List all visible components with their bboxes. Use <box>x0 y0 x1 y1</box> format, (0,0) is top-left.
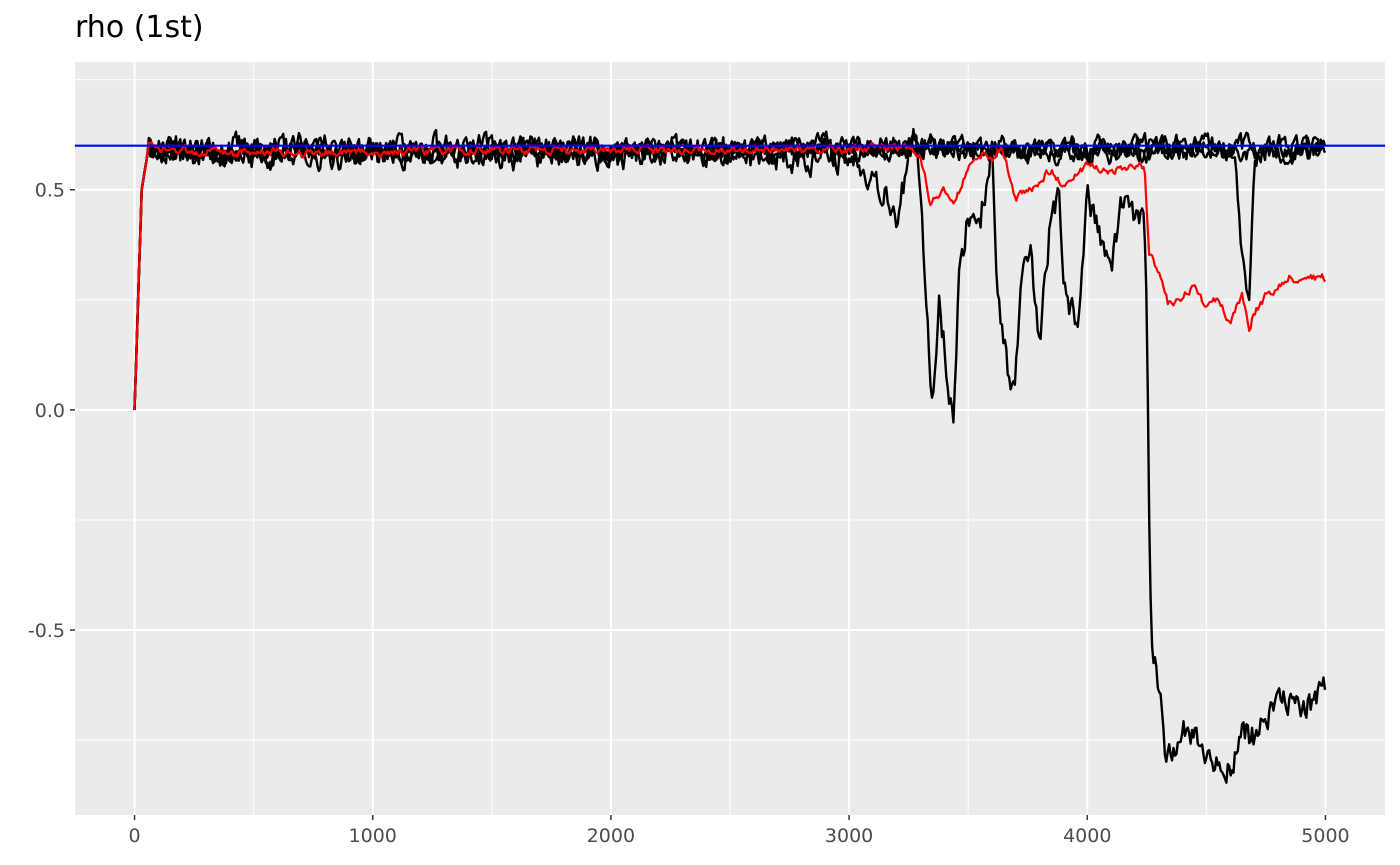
x-tick-label: 2000 <box>587 825 635 847</box>
y-axis: -0.5 0.0 0.5 <box>28 180 75 642</box>
x-tick-label: 0 <box>128 825 140 847</box>
grid-major <box>75 62 1385 815</box>
x-tick-label: 5000 <box>1301 825 1349 847</box>
x-tick-label: 4000 <box>1063 825 1111 847</box>
x-tick-label: 1000 <box>349 825 397 847</box>
mean-series-line <box>133 141 1326 410</box>
y-tick-label: 0.5 <box>35 180 65 202</box>
chart-title: rho (1st) <box>75 10 204 45</box>
y-tick-label: 0.0 <box>35 400 65 422</box>
x-axis: 0 1000 2000 3000 4000 5000 <box>128 815 1350 847</box>
x-tick-label: 3000 <box>825 825 873 847</box>
y-tick-label: -0.5 <box>28 620 65 642</box>
